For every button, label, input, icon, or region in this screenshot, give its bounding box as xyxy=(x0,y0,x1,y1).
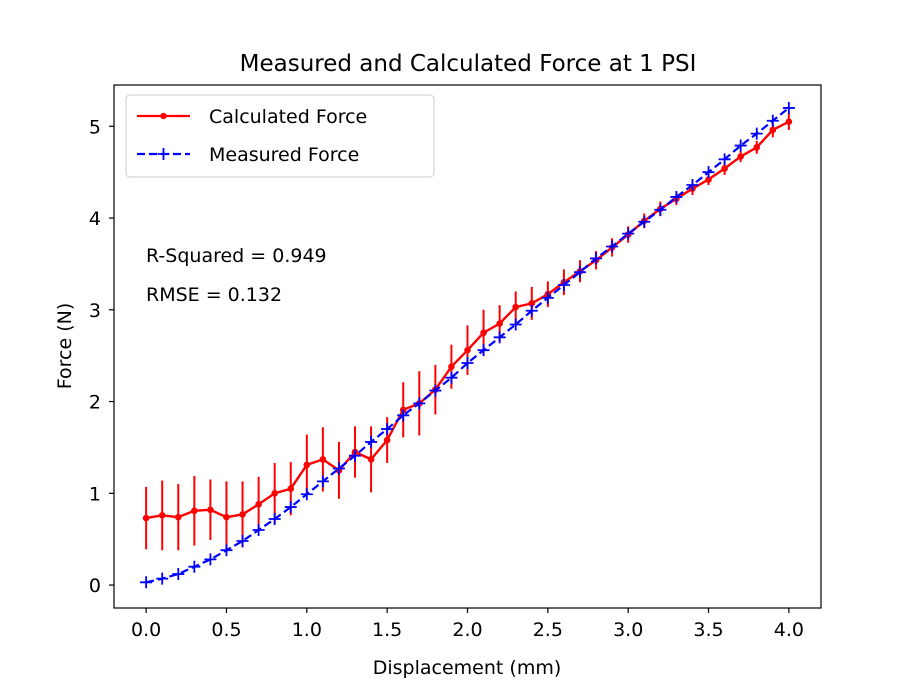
measured-point xyxy=(686,179,699,192)
measured-point xyxy=(750,127,763,140)
calculated-point xyxy=(158,512,166,519)
calculated-point xyxy=(480,329,487,337)
calculated-point xyxy=(367,456,375,463)
measured-point xyxy=(541,291,554,304)
measured-point xyxy=(236,535,249,548)
y-axis: 0 1 2 3 4 5 xyxy=(89,116,114,597)
measured-point xyxy=(284,501,297,514)
measured-point xyxy=(525,304,538,317)
measured-point xyxy=(654,203,667,216)
y-tick-label: 1 xyxy=(89,483,101,505)
measured-point xyxy=(397,409,410,422)
measured-point xyxy=(429,384,442,397)
calculated-point xyxy=(528,300,536,307)
measured-point xyxy=(606,240,619,253)
x-tick-label: 1.5 xyxy=(372,619,402,641)
calculated-point xyxy=(223,513,230,521)
legend-frame xyxy=(125,94,435,178)
x-tick-label: 0.5 xyxy=(211,619,241,641)
measured-point xyxy=(622,227,635,240)
measured-point xyxy=(477,344,490,357)
calculated-point xyxy=(464,346,471,354)
measured-point xyxy=(670,190,683,203)
calculated-point xyxy=(239,511,246,518)
calculated-point xyxy=(737,153,744,160)
x-tick-label: 1.0 xyxy=(292,619,322,641)
x-tick-label: 0.0 xyxy=(131,619,161,641)
measured-point xyxy=(252,524,265,537)
measured-point xyxy=(702,166,715,179)
measured-point xyxy=(204,553,217,566)
measured-point xyxy=(268,512,281,525)
calculated-point xyxy=(287,485,295,493)
x-axis-label: Displacement (mm) xyxy=(373,657,562,679)
measured-point xyxy=(718,153,731,166)
legend-measured-marker xyxy=(157,148,170,160)
y-tick-label: 2 xyxy=(89,392,101,414)
plot-area xyxy=(140,101,795,589)
measured-point xyxy=(782,101,795,114)
calculated-point xyxy=(319,456,327,463)
measured-force-line xyxy=(145,107,790,584)
measured-point xyxy=(220,544,233,557)
calculated-point xyxy=(383,436,391,444)
calculated-point xyxy=(769,126,777,134)
calculated-point xyxy=(448,363,455,370)
measured-point xyxy=(156,572,169,585)
calculated-point xyxy=(785,118,793,126)
measured-point xyxy=(445,371,458,384)
measured-point xyxy=(557,279,570,292)
series-measured-force xyxy=(140,101,795,589)
calculated-point xyxy=(705,176,712,183)
calculated-point xyxy=(753,144,761,151)
y-tick-label: 4 xyxy=(89,208,101,230)
measured-point xyxy=(461,357,474,370)
x-tick-label: 2.5 xyxy=(533,619,563,641)
measured-point xyxy=(316,475,329,488)
legend-calculated-marker xyxy=(160,112,167,120)
measured-point xyxy=(332,462,345,475)
calculated-point xyxy=(496,320,503,327)
legend-calculated-label: Calculated Force xyxy=(209,106,367,128)
calculated-point xyxy=(142,514,150,522)
measured-point xyxy=(365,435,378,448)
calculated-point xyxy=(721,165,728,172)
x-tick-label: 4.0 xyxy=(774,619,804,641)
measured-point xyxy=(349,449,362,462)
calculated-point xyxy=(207,506,214,514)
calculated-point xyxy=(512,303,520,311)
legend-measured-label: Measured Force xyxy=(209,144,359,166)
legend: Calculated Force Measured Force xyxy=(125,94,435,178)
measured-point xyxy=(590,252,603,265)
measured-point xyxy=(381,423,394,436)
y-tick-label: 3 xyxy=(89,300,101,322)
rmse-annotation: RMSE = 0.132 xyxy=(146,284,282,306)
y-tick-label: 0 xyxy=(89,575,101,597)
x-axis: 0.0 0.5 1.0 1.5 2.0 2.5 3.0 3.5 4.0 xyxy=(131,608,804,641)
x-tick-label: 3.5 xyxy=(693,619,723,641)
measured-point xyxy=(188,560,201,573)
measured-point xyxy=(493,331,506,344)
measured-point xyxy=(172,568,185,581)
measured-point xyxy=(766,114,779,127)
y-tick-label: 5 xyxy=(89,116,101,138)
measured-point xyxy=(638,215,651,228)
calculated-point xyxy=(303,461,311,469)
calculated-point xyxy=(255,501,262,508)
measured-point xyxy=(300,488,313,501)
measured-point xyxy=(573,266,586,279)
y-axis-label: Force (N) xyxy=(54,303,76,389)
measured-point xyxy=(734,139,747,152)
chart-title: Measured and Calculated Force at 1 PSI xyxy=(240,51,697,77)
measured-point xyxy=(413,397,426,410)
r-squared-annotation: R-Squared = 0.949 xyxy=(146,245,327,267)
x-tick-label: 3.0 xyxy=(613,619,643,641)
calculated-point xyxy=(174,513,182,521)
measured-point xyxy=(140,576,153,589)
calculated-point xyxy=(191,507,198,515)
measured-point xyxy=(509,318,522,331)
calculated-point xyxy=(271,490,278,497)
x-tick-label: 2.0 xyxy=(452,619,482,641)
